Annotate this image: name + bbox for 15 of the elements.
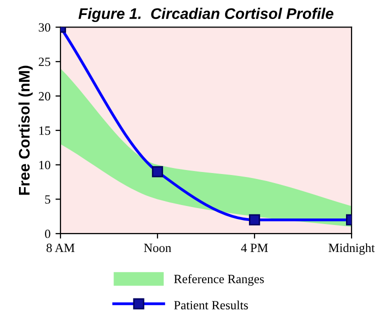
- y-tick-label: 20: [38, 92, 50, 100]
- legend-label: Patient Results: [174, 300, 248, 310]
- x-tick-label: Noon: [144, 244, 172, 252]
- y-tick-label: 15: [39, 126, 50, 135]
- x-tick-label: Midnight: [328, 243, 375, 255]
- x-tick-label: 4 PM: [241, 244, 268, 252]
- chart-title: Figure 1. Circadian Cortisol Profile: [78, 8, 334, 22]
- y-tick-label: 30: [38, 23, 50, 32]
- y-axis-title: Free Cortisol (nM): [18, 66, 33, 195]
- x-tick-label: 8 AM: [46, 244, 75, 252]
- y-tick-label: 25: [38, 58, 50, 66]
- legend-label: Reference Ranges: [174, 274, 264, 286]
- y-tick-label: 10: [39, 160, 50, 170]
- y-tick-label: 5: [45, 195, 50, 204]
- y-tick-label: 0: [44, 230, 50, 238]
